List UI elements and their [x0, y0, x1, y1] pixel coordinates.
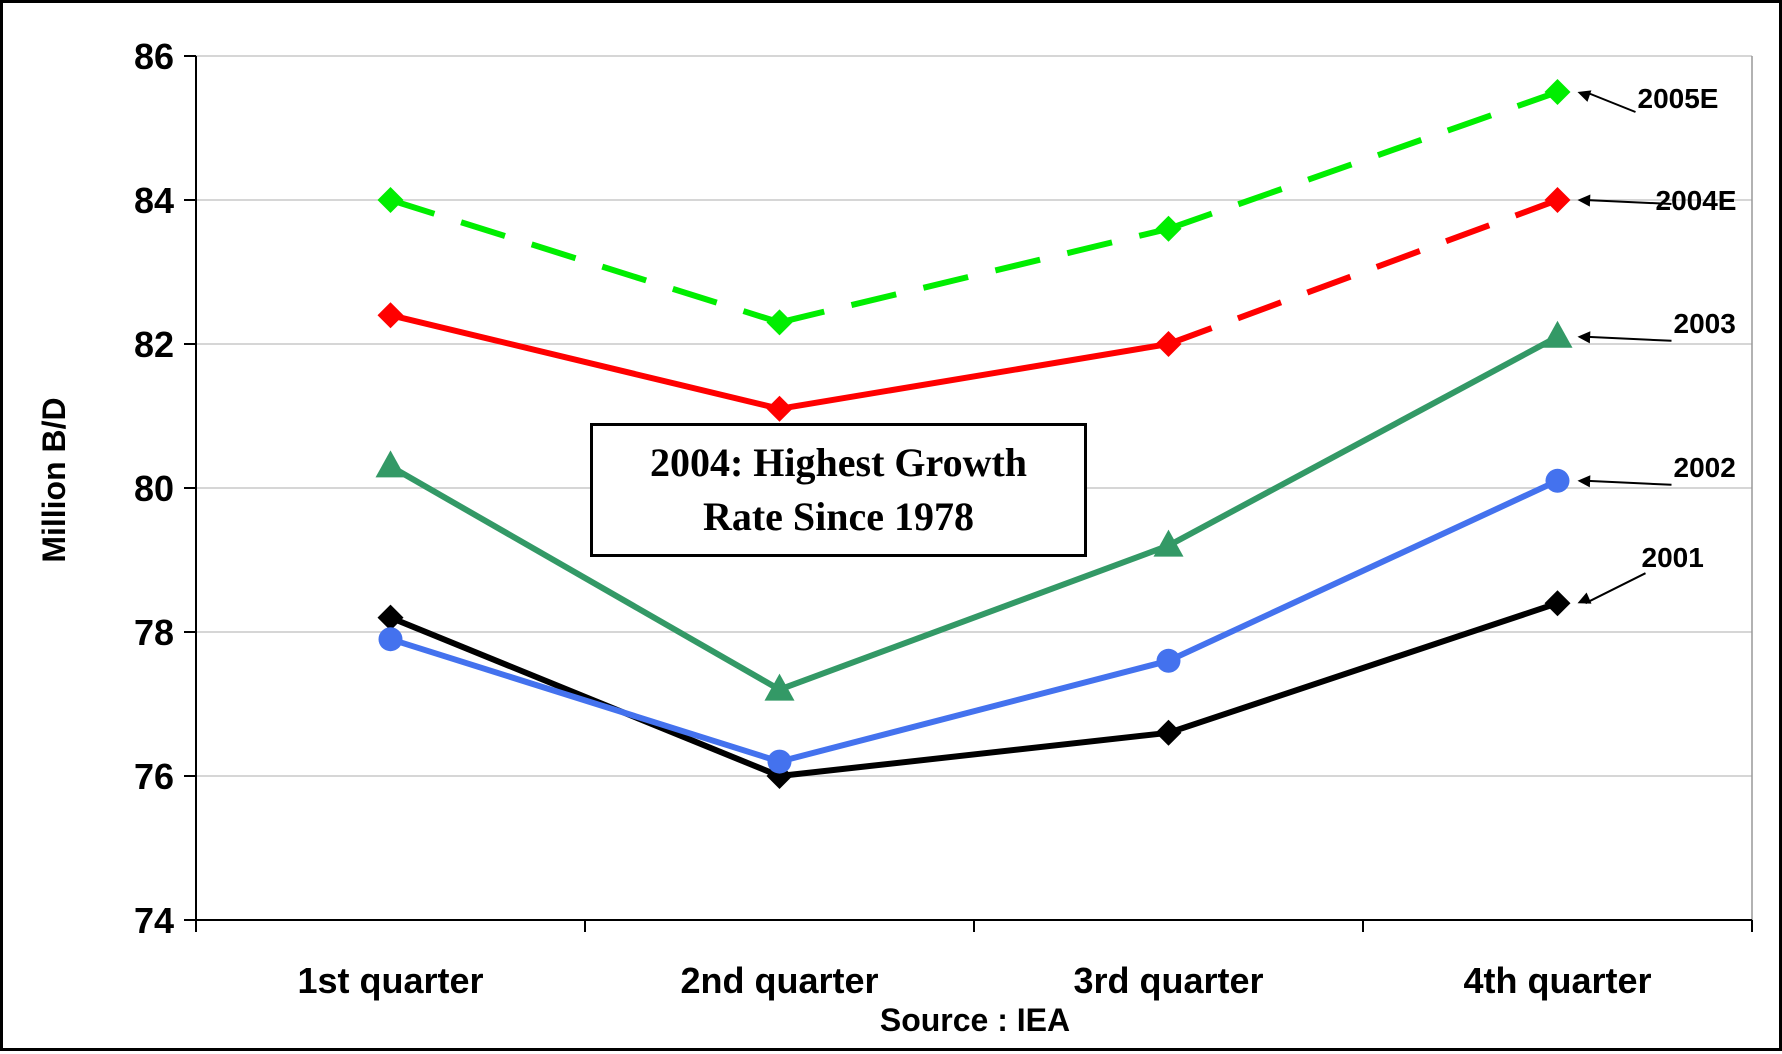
data-point	[767, 749, 792, 774]
series-segment	[1167, 478, 1559, 664]
y-tick-label: 82	[134, 324, 174, 365]
series-2005E	[377, 79, 1571, 336]
label-arrowhead	[1577, 194, 1591, 207]
series-2003	[375, 320, 1573, 701]
data-point	[766, 309, 793, 336]
series-labels: 2001 2002 2003 2004E 2005E	[1577, 83, 1737, 605]
data-point	[1156, 648, 1181, 673]
line-chart: 74 76 78 80 82 84 86 1st quarter 2nd quarter 3rd …	[36, 36, 1753, 1038]
data-point	[1155, 215, 1182, 242]
series-segment	[778, 542, 1170, 693]
series-label-2005E: 2005E	[1638, 83, 1719, 114]
series-segment	[778, 657, 1170, 765]
label-leader-line	[1585, 199, 1672, 205]
data-point	[764, 673, 795, 701]
series-2001	[377, 590, 1571, 789]
series-2004E	[377, 187, 1571, 422]
series-segment	[779, 341, 1169, 412]
y-tick-label: 84	[134, 180, 174, 221]
y-tick-label: 78	[134, 612, 174, 653]
series-segment	[389, 312, 781, 412]
data-point	[378, 627, 403, 652]
data-point	[1544, 79, 1571, 105]
tick-labels: 74 76 78 80 82 84 86 1st quarter 2nd quarter 3rd …	[134, 36, 1652, 1001]
x-tick-label: 2nd quarter	[680, 960, 878, 1001]
label-leader-line	[1585, 91, 1636, 113]
series-segment	[778, 225, 1170, 326]
label-leader-line	[1585, 479, 1672, 486]
axes	[184, 55, 1753, 932]
label-arrowhead	[1577, 331, 1591, 344]
series-lines	[375, 79, 1573, 789]
series-segment	[1167, 334, 1559, 549]
label-arrowhead	[1577, 90, 1592, 102]
data-point	[766, 395, 793, 422]
series-label-2004E: 2004E	[1656, 185, 1737, 216]
series-label-2001: 2001	[1642, 542, 1704, 573]
series-segment	[1167, 89, 1559, 232]
data-point	[377, 187, 404, 213]
x-axis-title: Source : IEA	[880, 1002, 1070, 1038]
data-point	[1155, 719, 1182, 746]
y-tick-label: 76	[134, 756, 174, 797]
data-point	[1542, 320, 1573, 348]
annotation-line-1: 2004: Highest Growth	[649, 440, 1028, 485]
data-point	[375, 450, 406, 478]
data-point	[1545, 468, 1570, 493]
series-segment	[389, 197, 781, 326]
data-point	[1544, 187, 1571, 213]
data-point	[1544, 590, 1571, 617]
x-tick-label: 4th quarter	[1463, 960, 1651, 1001]
label-leader-line	[1585, 335, 1672, 342]
series-segment	[1167, 197, 1559, 347]
series-segment	[389, 636, 781, 765]
y-tick-label: 74	[134, 900, 174, 941]
label-leader-line	[1585, 572, 1646, 605]
label-arrowhead	[1577, 475, 1591, 488]
series-label-2002: 2002	[1674, 452, 1736, 483]
x-tick-label: 3rd quarter	[1073, 960, 1263, 1001]
series-2002	[378, 468, 1570, 774]
data-point	[377, 302, 404, 329]
data-point	[1153, 529, 1184, 557]
series-segment	[1167, 600, 1559, 736]
y-tick-label: 80	[134, 468, 174, 509]
data-point	[377, 604, 404, 631]
series-segment	[389, 614, 781, 779]
label-arrowhead	[1577, 592, 1592, 604]
y-tick-label: 86	[134, 36, 174, 77]
x-tick-label: 1st quarter	[297, 960, 483, 1001]
y-axis-title: Million B/D	[36, 397, 72, 562]
annotation-box: 2004: Highest Growth Rate Since 1978	[590, 423, 1087, 557]
series-label-2003: 2003	[1674, 308, 1736, 339]
data-point	[1155, 331, 1182, 357]
series-segment	[779, 729, 1169, 779]
series-segment	[389, 463, 781, 693]
annotation-line-2: Rate Since 1978	[702, 494, 975, 539]
